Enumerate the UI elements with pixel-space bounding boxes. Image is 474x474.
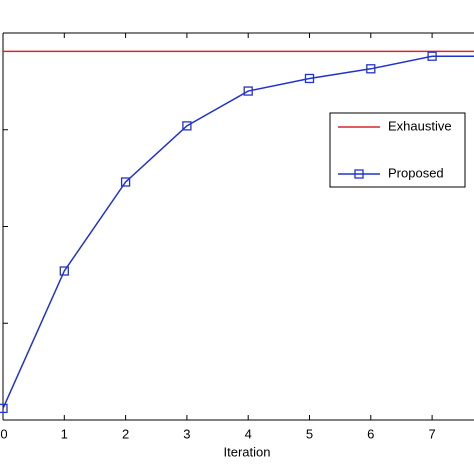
x-tick-label: 3 xyxy=(183,426,190,441)
plot-area xyxy=(0,32,474,421)
point-marker xyxy=(304,73,315,84)
x-axis-label: Iteration xyxy=(224,444,271,459)
x-tick-label: 6 xyxy=(367,426,374,441)
x-tick-label: 1 xyxy=(61,426,68,441)
x-tick-label: 4 xyxy=(245,426,252,441)
legend-label: Proposed xyxy=(388,165,444,180)
x-tick-label: 2 xyxy=(122,426,129,441)
point-marker xyxy=(0,403,8,414)
point-marker xyxy=(182,121,192,131)
x-tick-label: 7 xyxy=(428,426,435,441)
legend-marker xyxy=(354,169,364,179)
point-marker xyxy=(366,64,376,74)
series-line xyxy=(2,55,474,409)
legend-label: Exhaustive xyxy=(388,118,452,133)
x-tick-label: 5 xyxy=(306,426,313,441)
legend: Exhaustive Proposed xyxy=(329,112,466,188)
point-marker xyxy=(59,266,69,276)
point-marker xyxy=(243,86,253,96)
x-tick-label: 0 xyxy=(0,426,7,441)
point-marker xyxy=(427,51,437,61)
point-marker xyxy=(120,177,131,187)
